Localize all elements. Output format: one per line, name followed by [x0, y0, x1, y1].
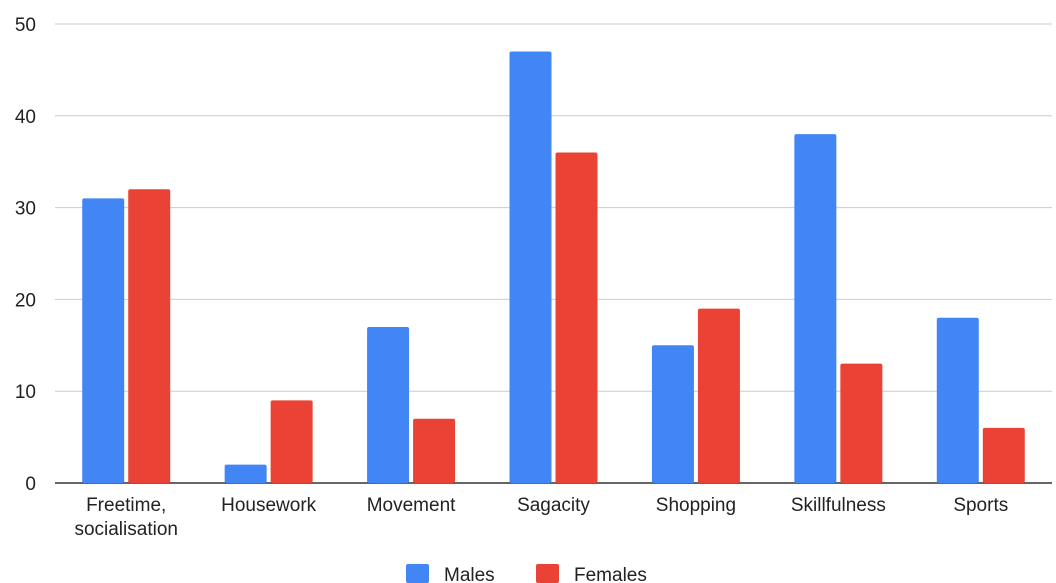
x-axis: Freetime, socialisation Housework Movement S… [74, 495, 1008, 540]
bar-males-2 [367, 327, 409, 483]
bar-females-2 [413, 419, 455, 483]
bar-males-5 [794, 134, 836, 483]
bar-females-6 [983, 428, 1025, 483]
legend-label-females: Females [574, 565, 647, 583]
x-tick-label: socialisation [74, 519, 178, 540]
bar-females-5 [840, 364, 882, 483]
y-tick-label: 50 [15, 15, 36, 36]
x-tick-label: Sports [953, 495, 1008, 516]
legend-swatch-females [536, 564, 559, 583]
bar-males-1 [225, 465, 267, 483]
x-tick-label: Skillfulness [791, 495, 886, 516]
x-tick-label: Shopping [656, 495, 736, 516]
x-tick-label: Freetime, [86, 495, 166, 516]
y-tick-label: 0 [25, 474, 36, 495]
y-tick-label: 10 [15, 382, 36, 403]
legend-swatch-males [406, 564, 429, 583]
gridlines [55, 24, 1052, 483]
y-tick-label: 30 [15, 199, 36, 220]
bar-females-4 [698, 309, 740, 483]
bar-females-3 [556, 153, 598, 483]
bar-males-4 [652, 345, 694, 483]
x-tick-label: Sagacity [517, 495, 590, 516]
bar-females-0 [128, 189, 170, 483]
bar-males-3 [510, 52, 552, 483]
y-tick-label: 20 [15, 290, 36, 311]
bar-males-0 [82, 198, 124, 483]
x-tick-label: Movement [367, 495, 456, 516]
x-tick-label: Housework [221, 495, 317, 516]
y-axis: 0 10 20 30 40 50 [15, 15, 36, 495]
bar-females-1 [271, 400, 313, 483]
bar-males-6 [937, 318, 979, 483]
legend-label-males: Males [444, 565, 495, 583]
legend: Males Females [406, 564, 647, 583]
y-tick-label: 40 [15, 107, 36, 128]
